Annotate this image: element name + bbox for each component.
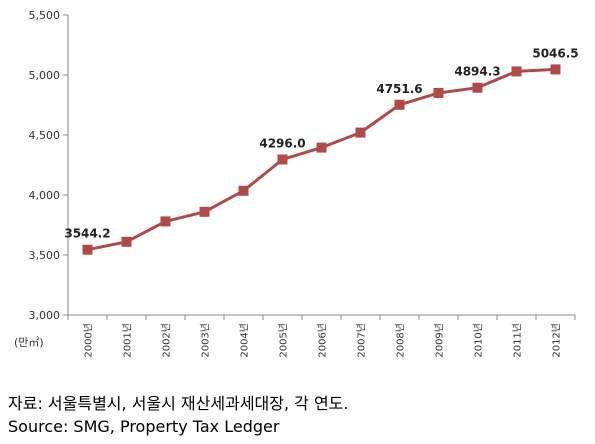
- x-tick-label: 2005년: [278, 323, 290, 358]
- x-tick-label: 2001년: [122, 323, 134, 358]
- y-tick-label: 5,000: [29, 69, 61, 82]
- data-point-marker: [277, 154, 288, 165]
- series-price: [82, 64, 561, 255]
- x-tick-label: 2007년: [356, 323, 368, 358]
- data-label: 4751.6: [376, 82, 422, 96]
- data-point-marker: [160, 216, 171, 227]
- y-tick-label: 3,500: [29, 249, 61, 262]
- x-tick-label: 2008년: [395, 323, 407, 358]
- data-label: 3544.2: [64, 227, 110, 241]
- x-tick-label: 2010년: [473, 323, 485, 358]
- x-tick-label: 2006년: [317, 323, 329, 358]
- data-point-marker: [355, 127, 366, 138]
- y-tick-label: 4,000: [29, 189, 61, 202]
- data-point-marker: [316, 142, 327, 153]
- y-axis: 3,000 3,500 4,000 4,500 5,000 5,500: [29, 9, 69, 322]
- data-labels: 3544.2 4296.0 4751.6 4894.3 5046.5: [64, 46, 578, 240]
- data-point-marker: [472, 82, 483, 93]
- data-point-marker: [199, 206, 210, 217]
- series-line: [87, 67, 556, 252]
- x-tick-label: 2012년: [551, 323, 563, 358]
- line-chart: 3,000 3,500 4,000 4,500 5,000 5,500 2000년 2001…: [14, 9, 579, 358]
- data-point-marker: [394, 99, 405, 110]
- data-point-marker: [82, 244, 93, 255]
- y-tick-label: 3,000: [29, 309, 61, 322]
- x-tick-label: 2002년: [161, 323, 173, 358]
- source-korean: 자료: 서울특별시, 서울시 재산세과세대장, 각 연도.: [8, 394, 349, 413]
- data-label: 4894.3: [454, 65, 500, 79]
- x-tick-label: 2011년: [512, 323, 524, 358]
- y-axis-unit-label: (만㎡): [14, 336, 44, 349]
- data-label: 4296.0: [259, 136, 305, 150]
- y-tick-label: 5,500: [29, 9, 61, 22]
- data-point-marker: [238, 185, 249, 196]
- x-tick-label: 2003년: [200, 323, 212, 358]
- data-label: 5046.5: [532, 46, 578, 60]
- y-tick-label: 4,500: [29, 129, 61, 142]
- x-tick-label: 2000년: [83, 323, 95, 358]
- x-axis: 2000년 2001년 2002년 2003년 2004년 2005년 2006년 2007년…: [67, 314, 576, 358]
- data-point-marker: [433, 88, 444, 98]
- x-tick-label: 2004년: [239, 323, 251, 358]
- source-english: Source: SMG, Property Tax Ledger: [8, 417, 280, 436]
- x-tick-label: 2009년: [434, 323, 446, 358]
- data-point-marker: [511, 66, 522, 77]
- data-point-marker: [550, 64, 561, 75]
- data-point-marker: [121, 236, 132, 247]
